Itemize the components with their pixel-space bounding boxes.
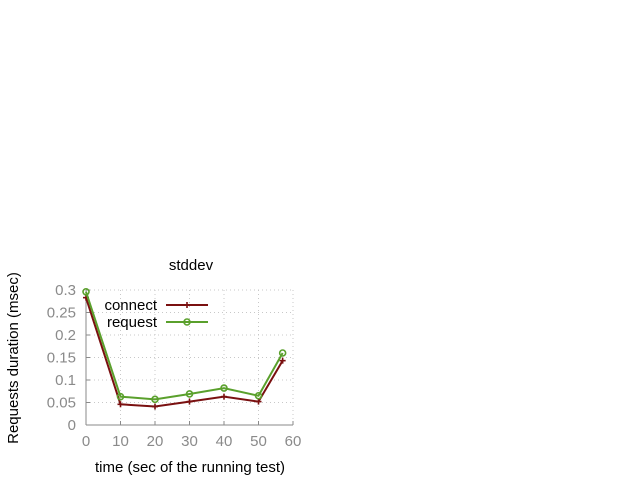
data-point-request — [254, 391, 263, 400]
chart-title: stddev — [169, 257, 214, 274]
y-tick-label: 0 — [68, 417, 76, 434]
legend-entry-request: request — [107, 314, 208, 331]
legend-marker — [184, 302, 190, 308]
legend-label: connect — [104, 297, 157, 314]
y-tick-label: 0.05 — [47, 395, 76, 412]
data-point-request — [185, 390, 194, 398]
x-tick-label: 40 — [216, 433, 233, 450]
legend-label: request — [107, 314, 158, 331]
x-tick-label: 0 — [82, 433, 90, 450]
x-tick-label: 30 — [181, 433, 198, 450]
y-tick-label: 0.1 — [55, 372, 76, 389]
data-point-request — [151, 395, 159, 404]
data-point-connect — [186, 398, 193, 405]
data-point-request — [82, 287, 90, 296]
x-tick-label: 60 — [285, 433, 302, 450]
y-axis-label: Requests duration (msec) — [5, 272, 22, 444]
x-tick-label: 10 — [112, 433, 129, 450]
y-tick-label: 0.2 — [55, 327, 76, 344]
series-line-request — [85, 291, 284, 401]
y-tick-label: 0.3 — [55, 282, 76, 299]
y-tick-label: 0.15 — [47, 350, 76, 367]
x-axis-label: time (sec of the running test) — [95, 459, 285, 476]
series-request — [82, 287, 287, 404]
y-tick-labels: 0 0.05 0.1 0.15 0.2 0.25 0.3 — [47, 282, 76, 434]
data-point-connect — [152, 403, 158, 410]
series-group — [82, 287, 287, 410]
axes — [85, 289, 294, 426]
data-point-request — [220, 384, 228, 392]
data-point-request — [116, 392, 125, 401]
y-tick-label: 0.25 — [47, 305, 76, 322]
data-point-connect — [255, 398, 262, 405]
x-tick-labels: 0 10 20 30 40 50 60 — [82, 433, 302, 450]
data-point-connect — [117, 401, 124, 408]
data-point-connect — [279, 357, 286, 364]
x-tick-label: 50 — [250, 433, 267, 450]
data-point-request — [278, 349, 287, 357]
data-point-connect — [221, 393, 227, 400]
legend-marker — [183, 318, 191, 326]
legend-entry-connect: connect — [104, 297, 208, 314]
x-tick-label: 20 — [147, 433, 164, 450]
